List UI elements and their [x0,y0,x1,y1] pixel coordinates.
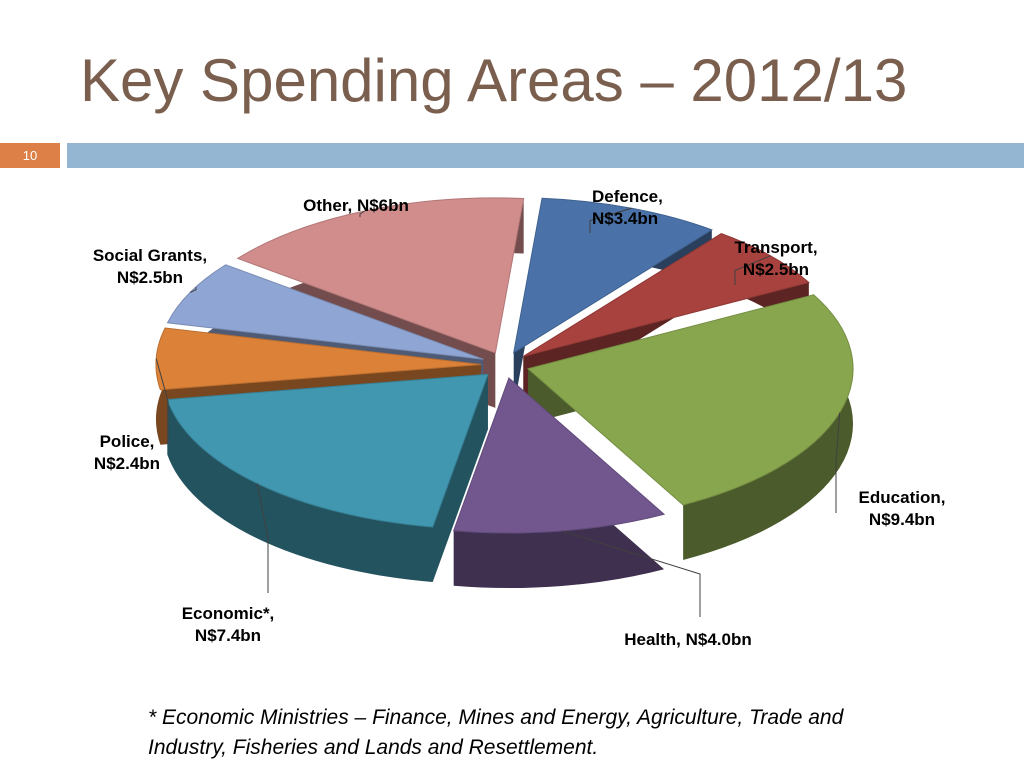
data-label: Social Grants, N$2.5bn [93,246,207,287]
leader-line [359,210,365,217]
pie-chart: Defence, N$3.4bn Transport, N$2.5bn Educatio… [93,187,946,649]
pie-slice-side [167,374,488,583]
pie-slice-economic [166,373,489,583]
pie-slice-health [452,377,666,589]
page-title: Key Spending Areas – 2012/13 [80,47,908,114]
data-label: Health, N$4.0bn [624,630,752,649]
leader-lines [155,207,841,617]
pie-slice-side [453,378,665,589]
leader-line [734,255,771,285]
data-label: Police, N$2.4bn [94,432,160,473]
data-label: Other, N$6bn [303,196,409,215]
data-label: Economic*, N$7.4bn [182,604,275,645]
footnote: * Economic Ministries – Finance, Mines a… [148,706,844,759]
leader-line [589,207,632,233]
pie-slices [155,197,854,589]
leader-line [155,358,169,443]
pie-slice-top [166,264,484,360]
header-bar [67,143,1024,168]
data-labels: Defence, N$3.4bn Transport, N$2.5bn Educatio… [93,187,946,649]
leader-line [256,483,269,593]
leader-line [561,530,701,617]
pie-slice-top [452,377,666,534]
pie-slice-top [166,373,489,528]
data-label: Defence, N$3.4bn [592,187,663,228]
data-label: Transport, N$2.5bn [734,238,817,279]
leader-line [190,287,197,293]
data-label: Education, N$9.4bn [859,488,946,529]
slide-number: 10 [0,143,60,168]
leader-line [835,412,841,513]
